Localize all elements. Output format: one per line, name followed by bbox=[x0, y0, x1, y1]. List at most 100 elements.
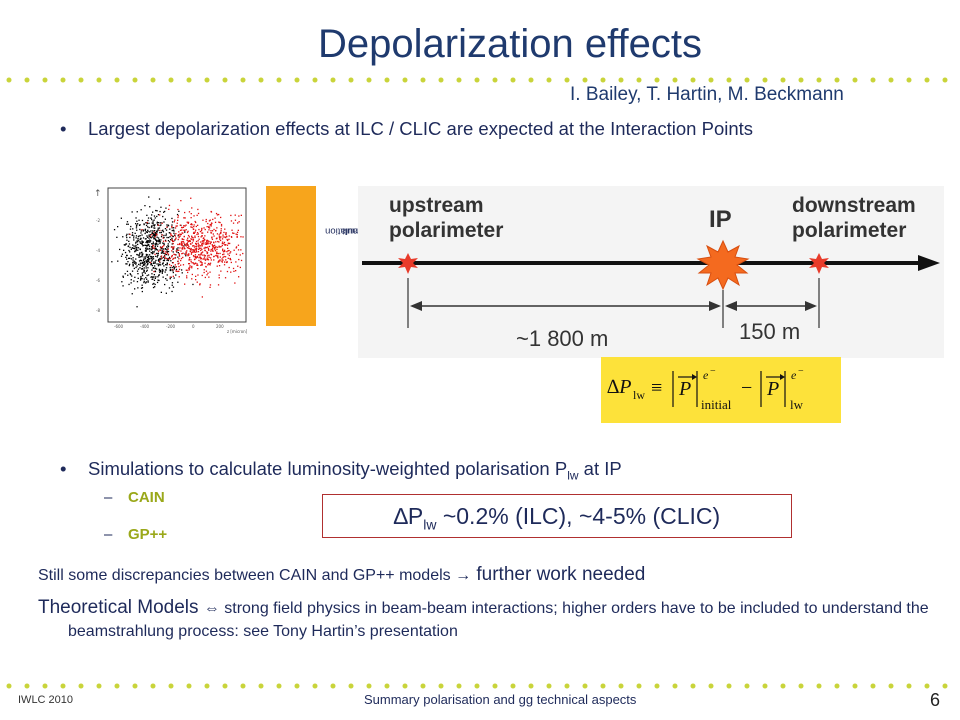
particle-point bbox=[227, 239, 229, 242]
particle-point bbox=[165, 292, 167, 294]
particle-point bbox=[192, 238, 195, 241]
particle-point bbox=[145, 282, 147, 284]
particle-point bbox=[126, 270, 129, 272]
particle-point bbox=[151, 269, 153, 271]
particle-point bbox=[147, 254, 149, 256]
particle-point bbox=[196, 263, 198, 265]
particle-point bbox=[184, 243, 186, 245]
particle-point bbox=[166, 251, 168, 253]
particle-point bbox=[185, 244, 187, 246]
particle-point bbox=[225, 261, 228, 264]
particle-point bbox=[175, 225, 177, 227]
particle-point bbox=[180, 264, 182, 266]
particle-point bbox=[213, 259, 215, 261]
particle-point bbox=[142, 263, 145, 265]
particle-point bbox=[188, 245, 190, 248]
particle-point bbox=[171, 221, 174, 223]
particle-point bbox=[149, 250, 151, 252]
particle-point bbox=[163, 244, 165, 246]
particle-point bbox=[159, 214, 161, 216]
particle-point bbox=[189, 266, 191, 268]
particle-point bbox=[154, 262, 156, 264]
particle-point bbox=[208, 245, 211, 248]
particle-point bbox=[152, 245, 154, 247]
particle-point bbox=[141, 219, 144, 222]
particle-point bbox=[153, 231, 155, 233]
particle-point bbox=[190, 259, 192, 261]
particle-point bbox=[208, 227, 211, 229]
svg-text:∆P: ∆P bbox=[607, 376, 631, 398]
particle-point bbox=[147, 241, 149, 243]
particle-point bbox=[200, 236, 202, 238]
particle-point bbox=[228, 235, 230, 237]
particle-point bbox=[134, 276, 136, 278]
particle-point bbox=[164, 269, 167, 271]
particle-point bbox=[132, 228, 134, 230]
particle-point bbox=[182, 226, 185, 228]
particle-point bbox=[177, 270, 179, 273]
svg-text:0: 0 bbox=[192, 324, 195, 329]
particle-point bbox=[186, 239, 188, 241]
particle-point bbox=[206, 258, 208, 261]
particle-point bbox=[196, 247, 198, 250]
particle-point bbox=[219, 238, 221, 240]
particle-point bbox=[145, 253, 148, 256]
particle-point bbox=[165, 240, 167, 242]
particle-point bbox=[135, 225, 138, 227]
particle-point bbox=[153, 276, 155, 278]
particle-point bbox=[237, 244, 240, 246]
particle-point bbox=[178, 270, 180, 272]
particle-point bbox=[147, 248, 149, 250]
particle-point bbox=[216, 237, 218, 239]
particle-point bbox=[157, 240, 159, 242]
particle-point bbox=[198, 238, 200, 240]
particle-point bbox=[126, 254, 128, 257]
particle-point bbox=[155, 259, 157, 262]
particle-point bbox=[193, 228, 195, 230]
particle-point bbox=[126, 221, 129, 223]
particle-point bbox=[192, 237, 194, 239]
particle-point bbox=[193, 232, 195, 234]
particle-point bbox=[240, 259, 243, 262]
particle-point bbox=[199, 230, 202, 233]
discrepancy-emphasis: further work needed bbox=[471, 564, 646, 585]
particle-point bbox=[216, 251, 218, 253]
particle-point bbox=[152, 232, 154, 235]
particle-point bbox=[163, 248, 165, 250]
particle-point bbox=[193, 246, 196, 248]
particle-point bbox=[131, 293, 133, 295]
particle-point bbox=[137, 273, 139, 275]
particle-point bbox=[190, 253, 193, 255]
particle-point bbox=[152, 267, 155, 269]
particle-point bbox=[168, 232, 170, 234]
particle-point bbox=[155, 239, 158, 241]
particle-point bbox=[178, 243, 181, 246]
particle-point bbox=[153, 225, 155, 227]
particle-point bbox=[171, 227, 173, 229]
particle-point bbox=[200, 254, 202, 256]
svg-text:-6: -6 bbox=[96, 278, 100, 283]
particle-point bbox=[210, 230, 212, 232]
particle-point bbox=[216, 248, 218, 250]
particle-point bbox=[159, 229, 161, 232]
particle-point bbox=[164, 252, 166, 255]
particle-point bbox=[142, 241, 144, 243]
particle-point bbox=[145, 254, 148, 256]
particle-point bbox=[148, 235, 150, 237]
particle-point bbox=[159, 246, 162, 248]
particle-point bbox=[187, 247, 190, 249]
particle-point bbox=[139, 279, 142, 281]
particle-point bbox=[219, 252, 221, 255]
particle-point bbox=[235, 253, 238, 255]
particle-point bbox=[183, 229, 185, 231]
particle-point bbox=[127, 261, 129, 263]
particle-point bbox=[169, 266, 171, 269]
particle-point bbox=[155, 276, 157, 278]
particle-point bbox=[222, 248, 224, 250]
particle-point bbox=[148, 258, 150, 260]
particle-point bbox=[204, 239, 206, 241]
particle-point bbox=[156, 234, 158, 236]
particle-point bbox=[186, 269, 188, 271]
particle-point bbox=[173, 240, 175, 242]
particle-point bbox=[234, 282, 236, 284]
